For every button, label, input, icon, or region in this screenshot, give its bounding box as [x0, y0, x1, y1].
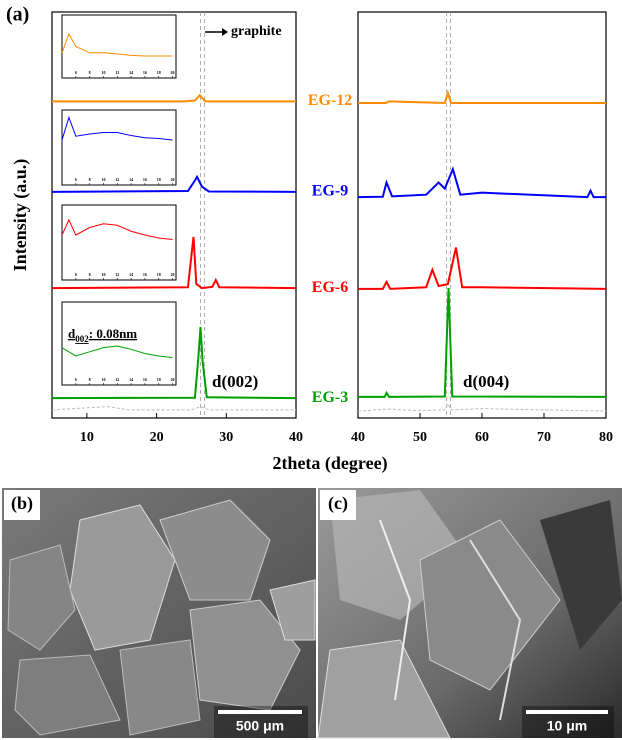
x-tick-label: 40 [351, 430, 365, 445]
x-tick-label: 10 [80, 430, 94, 445]
spectrum-line [358, 89, 606, 104]
plot-frame [357, 11, 607, 419]
panel-label-box [320, 490, 356, 520]
inset-tick-label: 8 [89, 377, 91, 382]
spectrum-line [358, 288, 607, 398]
x-tick-label: 40 [289, 430, 303, 445]
x-tick-label: 80 [599, 430, 613, 445]
x-axis-label: 2theta (degree) [272, 453, 387, 474]
inset-tick-label: 20 [171, 272, 175, 277]
spectrum-line [357, 402, 607, 412]
plot-frame [51, 11, 297, 419]
inset-line [61, 115, 173, 141]
arrowhead [222, 28, 228, 36]
inset-tick-label: 20 [171, 177, 175, 182]
inset-tick-label: 10 [101, 177, 105, 182]
y-axis-label: Intensity (a.u.) [10, 159, 31, 272]
inset-line [61, 218, 173, 240]
inset-tick-label: 12 [115, 272, 119, 277]
inset-tick-label: 14 [129, 177, 133, 182]
peak-label: d(002) [212, 372, 258, 391]
peak-label: d(004) [463, 372, 509, 391]
inset-tick-label: 16 [143, 272, 147, 277]
spectrum-line [51, 236, 297, 290]
d-spacing-label: d002: 0.08nm [68, 326, 137, 344]
sem-image-c [317, 488, 622, 739]
x-tick-label: 70 [537, 430, 551, 445]
panel-label: (a) [6, 4, 29, 26]
inset-line [61, 345, 173, 359]
inset-frame [61, 204, 177, 281]
inset-tick-label: 18 [157, 177, 161, 182]
inset-frame [61, 301, 177, 386]
spectrum-line [358, 247, 607, 290]
inset-tick-label: 16 [143, 70, 147, 75]
panel-label: (b) [11, 493, 33, 514]
inset-frame [61, 14, 177, 79]
inset-tick-label: 6 [75, 272, 77, 277]
x-tick-label: 30 [219, 430, 233, 445]
x-tick-label: 60 [475, 430, 489, 445]
panel-label: (c) [328, 493, 348, 514]
inset-tick-label: 20 [171, 70, 175, 75]
inset-tick-label: 6 [75, 70, 77, 75]
d-spacing-part: : 0.08nm [89, 326, 138, 341]
inset-tick-label: 10 [101, 70, 105, 75]
scale-bar-label: 10 μm [547, 718, 587, 734]
inset-tick-label: 12 [115, 177, 119, 182]
series-label: EG-9 [312, 183, 348, 200]
spectrum-line [52, 93, 296, 103]
spectrum-line [51, 326, 297, 400]
series-label: EG-3 [312, 389, 348, 406]
d-spacing-part: 002 [75, 334, 89, 344]
panel-label-box [4, 490, 40, 520]
inset-tick-label: 10 [101, 272, 105, 277]
x-tick-label: 20 [150, 430, 164, 445]
inset-tick-label: 14 [129, 272, 133, 277]
inset-tick-label: 8 [89, 70, 91, 75]
inset-tick-label: 10 [101, 377, 105, 382]
spectrum-line [357, 166, 606, 199]
inset-tick-label: 12 [115, 377, 119, 382]
inset-tick-label: 8 [89, 177, 91, 182]
inset-tick-label: 20 [171, 377, 175, 382]
inset-tick-label: 18 [157, 70, 161, 75]
spectrum-line [51, 406, 296, 411]
inset-tick-label: 12 [115, 70, 119, 75]
scale-bar-label: 500 μm [236, 718, 284, 734]
inset-tick-label: 16 [143, 377, 147, 382]
graphite-label: graphite [231, 24, 282, 39]
inset-frame [61, 109, 177, 186]
inset-tick-label: 6 [75, 377, 77, 382]
inset-tick-label: 18 [157, 272, 161, 277]
inset-tick-label: 14 [129, 377, 133, 382]
inset-tick-label: 16 [143, 177, 147, 182]
series-label: EG-6 [312, 279, 348, 296]
d-spacing-part: d [68, 326, 76, 341]
inset-line [61, 32, 173, 57]
spectrum-line [51, 174, 297, 193]
inset-tick-label: 18 [157, 377, 161, 382]
sem-image-b [2, 488, 316, 738]
inset-tick-label: 14 [129, 70, 133, 75]
series-label: EG-12 [308, 92, 352, 109]
inset-tick-label: 8 [89, 272, 91, 277]
inset-tick-label: 6 [75, 177, 77, 182]
x-tick-label: 50 [413, 430, 427, 445]
